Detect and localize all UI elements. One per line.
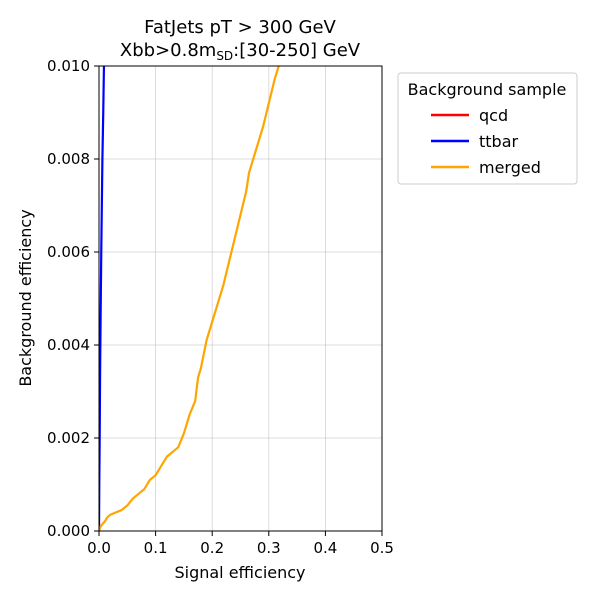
chart-title-line1: FatJets pT > 300 GeV	[144, 17, 336, 38]
grid	[98, 65, 383, 532]
plot-frame	[98, 65, 383, 532]
chart-title-line2-subscript: SD	[216, 49, 233, 63]
legend-box	[397, 72, 578, 185]
y-axis-ticks: 0.000 0.002 0.004 0.006 0.008 0.010	[47, 57, 99, 540]
x-tick-label: 0.0	[87, 539, 111, 557]
y-axis-label: Background efficiency	[16, 209, 35, 386]
legend-title: Background sample	[408, 80, 567, 99]
y-tick-label: 0.002	[47, 429, 90, 447]
x-tick-label: 0.2	[200, 539, 224, 557]
y-tick-label: 0.010	[47, 57, 90, 75]
legend-label-qcd: qcd	[479, 106, 508, 125]
legend-label-merged: merged	[479, 158, 541, 177]
y-tick-label: 0.000	[47, 522, 90, 540]
series-line-ttbar	[99, 66, 106, 531]
x-axis-ticks: 0.0 0.1 0.2 0.3 0.4 0.5	[87, 531, 394, 557]
legend: Background sample qcd ttbar merged	[397, 72, 578, 185]
y-tick-label: 0.008	[47, 150, 90, 168]
legend-entries: qcd ttbar merged	[431, 106, 541, 177]
y-tick-label: 0.006	[47, 243, 90, 261]
x-tick-label: 0.1	[144, 539, 168, 557]
x-tick-label: 0.5	[370, 539, 394, 557]
series-line-merged	[99, 66, 280, 531]
chart-title-line2-main: Xbb>0.8m	[120, 40, 216, 61]
series-layer	[99, 66, 280, 531]
y-tick-label: 0.004	[47, 336, 90, 354]
chart-title-line2: Xbb>0.8mSD:[30-250] GeV	[120, 40, 361, 63]
chart-title-line2-rest: :[30-250] GeV	[233, 40, 361, 61]
x-tick-label: 0.3	[257, 539, 281, 557]
x-axis-label: Signal efficiency	[174, 563, 305, 582]
x-tick-label: 0.4	[313, 539, 337, 557]
legend-label-ttbar: ttbar	[479, 132, 519, 151]
